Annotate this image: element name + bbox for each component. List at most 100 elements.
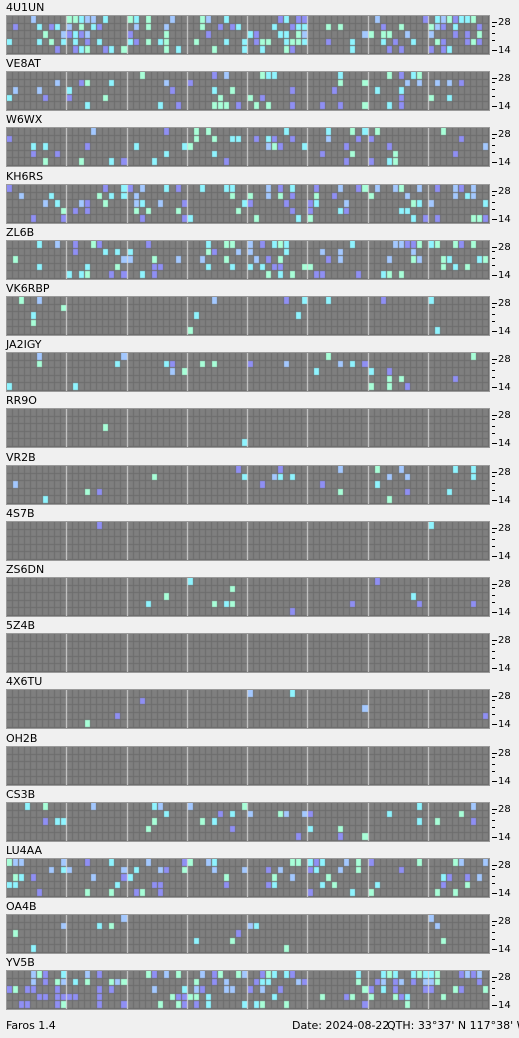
axis-tick bbox=[492, 809, 497, 810]
axis-minor-tick bbox=[492, 314, 495, 315]
axis-minor-tick bbox=[492, 764, 495, 765]
beacon-panel: RR9O 28 14 bbox=[0, 393, 519, 449]
axis-tick bbox=[492, 134, 497, 135]
axis-tick bbox=[492, 865, 497, 866]
axis-minor-tick bbox=[492, 307, 495, 308]
axis-minor-tick bbox=[492, 883, 495, 884]
beacon-callsign: 4U1UN bbox=[6, 1, 45, 14]
axis-minor-tick bbox=[492, 258, 495, 259]
axis-minor-tick bbox=[492, 820, 495, 821]
axis-minor-tick bbox=[492, 658, 495, 659]
axis-minor-tick bbox=[492, 602, 495, 603]
axis-label-14: 14 bbox=[498, 663, 511, 674]
axis-minor-tick bbox=[492, 152, 495, 153]
axis-label-14: 14 bbox=[498, 326, 511, 337]
beacon-callsign: OA4B bbox=[6, 900, 37, 913]
propagation-grid bbox=[6, 802, 490, 842]
axis-label-28: 28 bbox=[498, 298, 511, 309]
axis-label-28: 28 bbox=[498, 73, 511, 84]
beacon-callsign: VE8AT bbox=[6, 57, 41, 70]
propagation-grid bbox=[6, 71, 490, 111]
axis-minor-tick bbox=[492, 869, 495, 870]
propagation-grid bbox=[6, 184, 490, 224]
propagation-heatmap bbox=[7, 578, 489, 616]
propagation-grid bbox=[6, 127, 490, 167]
axis-minor-tick bbox=[492, 771, 495, 772]
axis-label-28: 28 bbox=[498, 410, 511, 421]
axis-tick bbox=[492, 50, 497, 51]
axis-minor-tick bbox=[492, 532, 495, 533]
axis-tick bbox=[492, 219, 497, 220]
axis-label-14: 14 bbox=[498, 1000, 511, 1011]
propagation-heatmap bbox=[7, 128, 489, 166]
axis-tick bbox=[492, 724, 497, 725]
axis-label-14: 14 bbox=[498, 719, 511, 730]
axis-minor-tick bbox=[492, 925, 495, 926]
axis-label-14: 14 bbox=[498, 157, 511, 168]
axis-minor-tick bbox=[492, 539, 495, 540]
beacon-callsign: CS3B bbox=[6, 788, 36, 801]
axis-tick bbox=[492, 415, 497, 416]
beacon-panel: VR2B 28 14 bbox=[0, 450, 519, 506]
axis-tick bbox=[492, 1005, 497, 1006]
axis-label-14: 14 bbox=[498, 607, 511, 618]
axis-minor-tick bbox=[492, 651, 495, 652]
axis-minor-tick bbox=[492, 714, 495, 715]
axis-tick bbox=[492, 612, 497, 613]
axis-label-28: 28 bbox=[498, 748, 511, 759]
axis-label-28: 28 bbox=[498, 804, 511, 815]
axis-tick bbox=[492, 837, 497, 838]
axis-label-14: 14 bbox=[498, 270, 511, 281]
propagation-grid bbox=[6, 633, 490, 673]
beacon-panel: JA2IGY 28 14 bbox=[0, 337, 519, 393]
axis-label-28: 28 bbox=[498, 17, 511, 28]
propagation-heatmap bbox=[7, 353, 489, 391]
axis-tick bbox=[492, 556, 497, 557]
beacon-panel: 4S7B 28 14 bbox=[0, 506, 519, 562]
propagation-heatmap bbox=[7, 522, 489, 560]
axis-minor-tick bbox=[492, 595, 495, 596]
beacon-panel: 4U1UN 28 14 bbox=[0, 0, 519, 56]
axis-tick bbox=[492, 443, 497, 444]
axis-label-28: 28 bbox=[498, 635, 511, 646]
beacon-panel: CS3B 28 14 bbox=[0, 787, 519, 843]
axis-label-28: 28 bbox=[498, 523, 511, 534]
axis-tick bbox=[492, 191, 497, 192]
propagation-grid bbox=[6, 296, 490, 336]
propagation-heatmap bbox=[7, 16, 489, 54]
axis-label-14: 14 bbox=[498, 551, 511, 562]
axis-label-28: 28 bbox=[498, 242, 511, 253]
propagation-heatmap bbox=[7, 409, 489, 447]
beacon-callsign: LU4AA bbox=[6, 844, 42, 857]
status-bar: Faros 1.4 Date: 2024-08-22 QTH: 33°37' N… bbox=[0, 1016, 519, 1036]
propagation-grid bbox=[6, 240, 490, 280]
axis-label-14: 14 bbox=[498, 495, 511, 506]
axis-tick bbox=[492, 781, 497, 782]
propagation-heatmap bbox=[7, 466, 489, 504]
beacon-callsign: W6WX bbox=[6, 113, 43, 126]
beacon-callsign: KH6RS bbox=[6, 170, 44, 183]
axis-tick bbox=[492, 977, 497, 978]
axis-label-28: 28 bbox=[498, 129, 511, 140]
axis-minor-tick bbox=[492, 876, 495, 877]
axis-tick bbox=[492, 303, 497, 304]
beacon-callsign: 4S7B bbox=[6, 507, 35, 520]
axis-minor-tick bbox=[492, 195, 495, 196]
axis-label-28: 28 bbox=[498, 467, 511, 478]
axis-minor-tick bbox=[492, 82, 495, 83]
axis-minor-tick bbox=[492, 981, 495, 982]
beacon-callsign: ZL6B bbox=[6, 226, 35, 239]
axis-minor-tick bbox=[492, 707, 495, 708]
qth-readout: QTH: 33°37' N 117°38' W bbox=[387, 1019, 519, 1032]
axis-minor-tick bbox=[492, 700, 495, 701]
beacon-panel: OH2B 28 14 bbox=[0, 731, 519, 787]
beacon-panel: ZS6DN 28 14 bbox=[0, 562, 519, 618]
axis-tick bbox=[492, 472, 497, 473]
axis-minor-tick bbox=[492, 40, 495, 41]
axis-tick bbox=[492, 359, 497, 360]
beacon-panel: YV5B 28 14 bbox=[0, 955, 519, 1011]
axis-minor-tick bbox=[492, 377, 495, 378]
beacon-panel: ZL6B 28 14 bbox=[0, 225, 519, 281]
axis-label-14: 14 bbox=[498, 382, 511, 393]
axis-tick bbox=[492, 275, 497, 276]
